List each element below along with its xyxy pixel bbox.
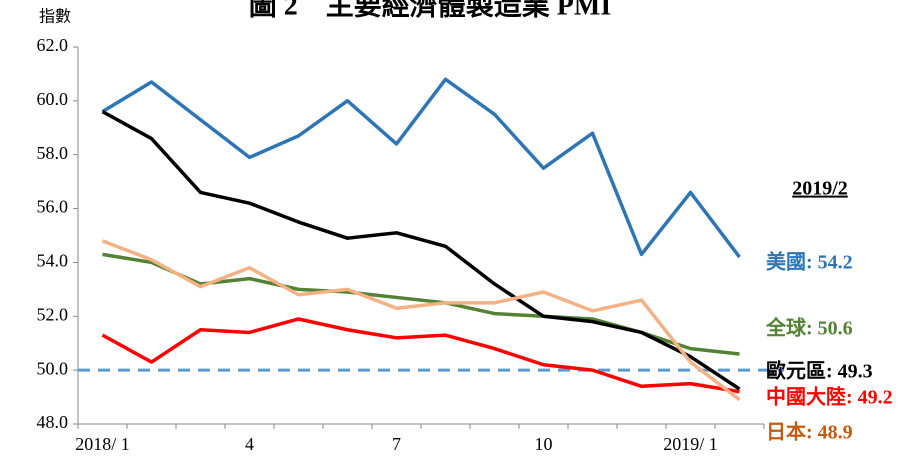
y-tick-label: 58.0: [37, 143, 69, 163]
series-line: [101, 77, 741, 259]
series-label: 全球: 50.6: [765, 316, 853, 340]
annotation: 2019/2: [792, 178, 848, 200]
x-tick-label: 7: [392, 434, 401, 454]
y-axis-label: 指數: [39, 8, 71, 26]
series-line: [101, 317, 740, 394]
x-tick-label: 4: [245, 434, 254, 454]
series-line: [101, 110, 741, 391]
y-tick-label: 54.0: [37, 251, 69, 271]
chart-title: 圖 2 主要經濟體製造業 PMI: [249, 0, 611, 21]
series-label: 歐元區: 49.3: [766, 359, 873, 383]
series-label: 中國大陸: 49.2: [766, 385, 893, 409]
series-line: [101, 239, 741, 402]
y-tick-label: 48.0: [37, 412, 69, 432]
y-tick-label: 50.0: [37, 358, 69, 378]
series-label: 美國: 54.2: [766, 250, 853, 274]
y-tick-label: 56.0: [37, 197, 69, 217]
y-tick-label: 62.0: [37, 35, 69, 55]
series-label: 日本: 48.9: [766, 421, 853, 444]
y-tick-label: 60.0: [37, 89, 69, 109]
x-tick-label: 2019/ 1: [663, 434, 718, 454]
y-tick-label: 52.0: [37, 304, 69, 324]
x-tick-label: 10: [535, 434, 553, 454]
x-tick-label: 2018/ 1: [75, 434, 130, 454]
